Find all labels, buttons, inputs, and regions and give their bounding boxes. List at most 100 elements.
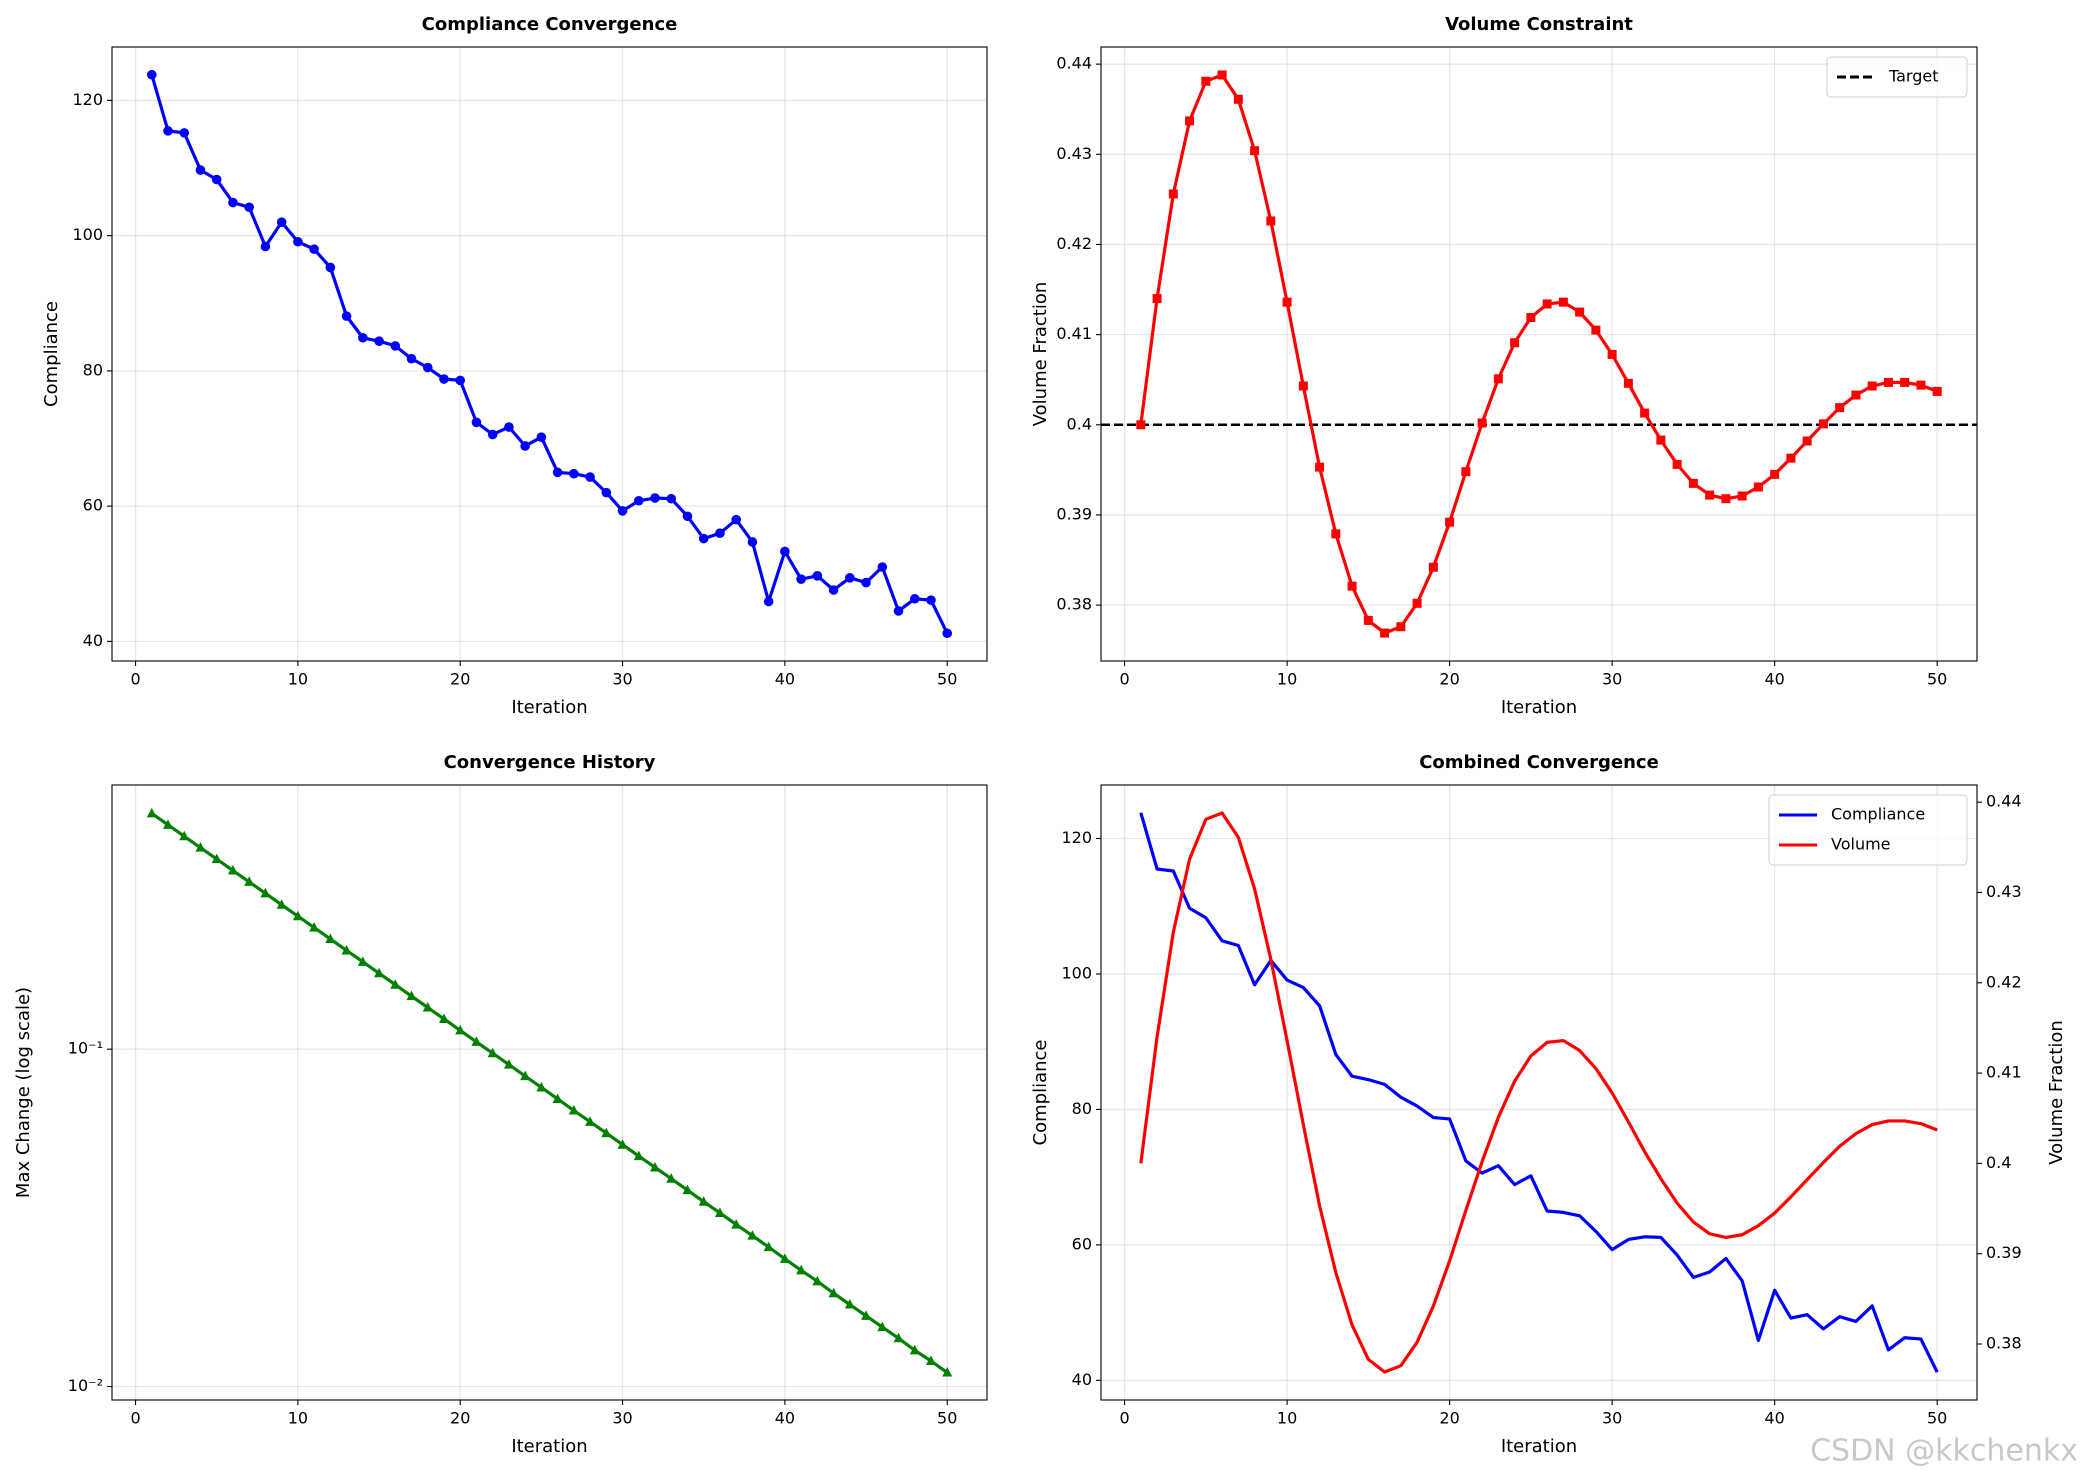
axes-frame bbox=[111, 784, 988, 1401]
marker bbox=[1396, 622, 1406, 632]
marker bbox=[1477, 418, 1487, 428]
marker bbox=[487, 1047, 498, 1058]
marker bbox=[244, 202, 254, 213]
marker bbox=[536, 1081, 547, 1092]
marker bbox=[1152, 294, 1162, 304]
marker bbox=[812, 1275, 823, 1286]
y-tick-label: 80 bbox=[83, 360, 103, 379]
marker bbox=[666, 493, 677, 504]
marker bbox=[1932, 386, 1942, 396]
marker bbox=[844, 1299, 855, 1309]
marker bbox=[195, 842, 206, 852]
y-axis-label: Compliance bbox=[41, 301, 62, 407]
marker bbox=[438, 1013, 449, 1023]
y-tick-label: 60 bbox=[83, 496, 103, 515]
y-tick-label: 60 bbox=[1072, 1234, 1092, 1253]
y-axis-label: Compliance bbox=[1030, 1040, 1051, 1146]
y-tick-label: 100 bbox=[1061, 963, 1092, 982]
legend-box bbox=[1768, 794, 1968, 866]
x-tick-label: 20 bbox=[1439, 670, 1459, 689]
x-tick-label: 0 bbox=[130, 1409, 140, 1428]
marker bbox=[358, 332, 368, 343]
marker bbox=[422, 1002, 433, 1012]
marker bbox=[471, 417, 482, 428]
marker bbox=[325, 262, 336, 273]
marker bbox=[1575, 307, 1585, 317]
marker bbox=[1412, 598, 1422, 608]
marker bbox=[260, 887, 271, 898]
marker bbox=[617, 506, 628, 516]
marker bbox=[1136, 420, 1146, 430]
y-tick-label: 100 bbox=[72, 225, 103, 244]
marker bbox=[698, 1196, 709, 1206]
chart-title: Volume Constraint bbox=[1445, 14, 1633, 35]
marker bbox=[309, 922, 320, 932]
y2-tick-label: 0.39 bbox=[1986, 1243, 2022, 1262]
marker bbox=[1705, 490, 1715, 500]
x-tick-label: 0 bbox=[1119, 1409, 1129, 1428]
marker bbox=[406, 990, 417, 1001]
marker bbox=[1315, 462, 1325, 472]
marker bbox=[715, 528, 725, 538]
x-tick-label: 0 bbox=[130, 670, 140, 689]
marker bbox=[146, 69, 157, 80]
marker bbox=[341, 311, 352, 321]
marker bbox=[650, 1161, 661, 1172]
marker bbox=[1721, 494, 1731, 504]
marker bbox=[1737, 491, 1747, 501]
marker bbox=[179, 830, 190, 841]
marker bbox=[227, 865, 238, 875]
marker bbox=[1688, 478, 1698, 488]
x-tick-label: 30 bbox=[612, 670, 632, 689]
marker bbox=[731, 1219, 742, 1229]
marker bbox=[714, 1207, 725, 1217]
marker bbox=[1867, 381, 1877, 391]
marker bbox=[828, 585, 839, 595]
y-tick-label: 0.44 bbox=[1056, 54, 1092, 73]
marker bbox=[406, 353, 417, 364]
y-tick-label: 80 bbox=[1072, 1099, 1092, 1118]
x-tick-label: 30 bbox=[1602, 1409, 1622, 1428]
y2-tick-label: 0.4 bbox=[1986, 1153, 2011, 1172]
marker bbox=[601, 487, 612, 498]
marker bbox=[341, 944, 352, 955]
marker bbox=[601, 1127, 612, 1138]
marker bbox=[828, 1287, 839, 1298]
marker bbox=[357, 956, 368, 966]
series-line bbox=[1139, 811, 1938, 1374]
marker bbox=[925, 1355, 936, 1366]
marker bbox=[779, 1253, 790, 1263]
marker bbox=[1298, 381, 1308, 391]
axes-frame bbox=[1100, 784, 1978, 1401]
marker bbox=[260, 241, 271, 252]
marker bbox=[1851, 390, 1861, 400]
x-tick-label: 20 bbox=[450, 670, 470, 689]
marker bbox=[1217, 70, 1227, 80]
marker bbox=[926, 595, 936, 605]
y-tick-label: 10⁻¹ bbox=[68, 1039, 103, 1058]
marker bbox=[276, 217, 287, 227]
x-tick-label: 30 bbox=[612, 1409, 632, 1428]
marker bbox=[682, 511, 693, 522]
marker bbox=[504, 422, 514, 432]
marker bbox=[1168, 189, 1178, 199]
x-tick-label: 10 bbox=[1277, 1409, 1297, 1428]
y2-tick-label: 0.43 bbox=[1986, 882, 2022, 901]
marker bbox=[1461, 467, 1471, 477]
marker bbox=[1266, 216, 1276, 226]
marker bbox=[1786, 453, 1796, 463]
marker bbox=[1916, 380, 1926, 390]
y-tick-label: 120 bbox=[1061, 828, 1092, 847]
marker bbox=[293, 236, 303, 247]
marker bbox=[471, 1036, 482, 1046]
chart-title: Compliance Convergence bbox=[422, 14, 678, 35]
marker bbox=[1363, 615, 1373, 625]
marker bbox=[552, 1093, 563, 1103]
x-axis-label: Iteration bbox=[511, 697, 587, 718]
y-tick-label: 0.4 bbox=[1067, 414, 1092, 433]
y2-tick-label: 0.42 bbox=[1986, 972, 2022, 991]
y-tick-label: 0.41 bbox=[1056, 324, 1092, 343]
marker bbox=[747, 1230, 758, 1240]
x-tick-label: 40 bbox=[1764, 670, 1784, 689]
